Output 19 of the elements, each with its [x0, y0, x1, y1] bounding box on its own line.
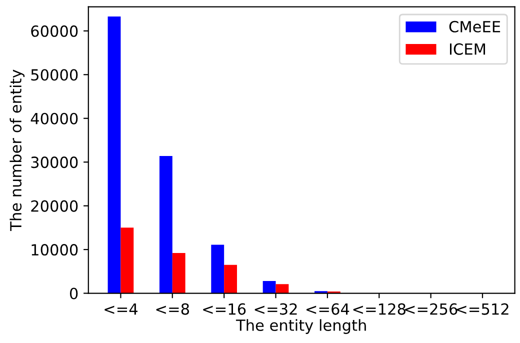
x-tick-label: <=32	[254, 303, 297, 315]
x-tick-label: <=8	[156, 303, 189, 315]
x-tick-label: <=4	[104, 303, 138, 315]
legend-label: CMeEE	[449, 20, 500, 32]
y-tick-label: 40000	[30, 112, 78, 124]
legend-label: ICEM	[450, 43, 486, 55]
y-tick-label: 20000	[31, 200, 78, 212]
y-tick-label: 0	[70, 288, 78, 300]
x-tick-label: <=256	[405, 303, 458, 315]
y-tick-label: 50000	[31, 69, 78, 81]
y-axis-title: The number of entity	[10, 70, 25, 231]
x-axis-title: The entity length	[236, 319, 366, 334]
y-tick-label: 60000	[31, 25, 78, 37]
x-tick-label: <=16	[203, 303, 246, 315]
x-tick-label: <=64	[306, 303, 350, 315]
x-tick-label: <=128	[353, 303, 406, 315]
x-tick-label: <=512	[456, 303, 508, 315]
y-tick-label: 10000	[32, 244, 78, 256]
y-tick-label: 30000	[31, 156, 78, 168]
